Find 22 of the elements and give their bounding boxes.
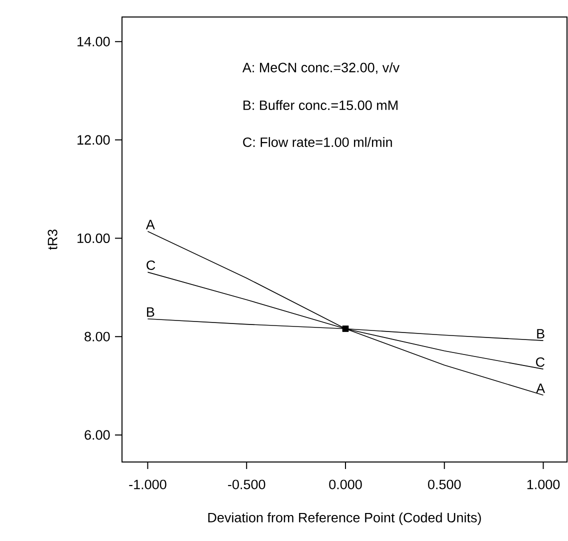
text: C <box>146 260 156 270</box>
x-tick-label: 1.000 <box>527 480 560 490</box>
annotation: A: MeCN conc.=32.00, v/v <box>242 62 400 74</box>
x-tick-label: 0.500 <box>428 480 461 490</box>
series-label: B <box>537 329 544 338</box>
text: B <box>147 307 154 317</box>
y-axis-title: tR3 <box>48 230 58 250</box>
y-tick-label: 10.00 <box>78 233 110 244</box>
text: A <box>146 220 155 230</box>
annotation: B: Buffer conc.=15.00 mM <box>244 100 398 110</box>
series-label: C <box>536 357 545 367</box>
line-series <box>147 230 544 396</box>
x-tick-label: -0.500 <box>228 480 266 490</box>
annotation: C: Flow rate=1.00 ml/min <box>243 137 392 147</box>
x-tick-label: 0.000 <box>329 480 362 490</box>
y-tick-label: 8.00 <box>84 332 110 342</box>
y-tick-label: 12.00 <box>78 135 110 145</box>
y-tick-label: 14.00 <box>78 36 110 46</box>
x-tick-label: -1.000 <box>129 480 166 490</box>
series-label: A <box>536 384 546 393</box>
x-axis-title: Deviation from Reference Point (Coded Units) <box>208 512 481 526</box>
y-tick-label: 6.00 <box>84 430 110 440</box>
